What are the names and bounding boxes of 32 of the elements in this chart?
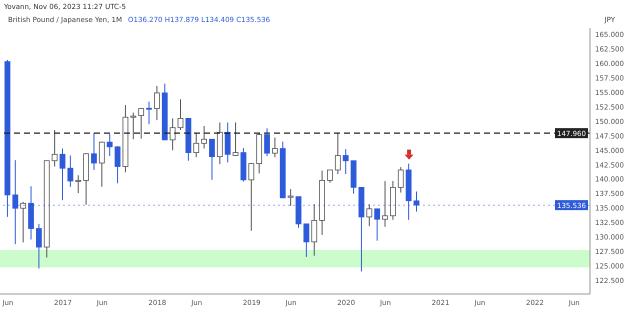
candlestick: [91, 132, 97, 170]
candlestick: [272, 137, 278, 158]
candlestick: [36, 223, 42, 269]
candlestick: [114, 146, 120, 184]
candlestick: [154, 85, 160, 121]
candlestick: [201, 125, 207, 150]
candlestick: [98, 141, 105, 188]
candlestick: [178, 98, 184, 130]
candlestick: [232, 122, 238, 157]
candlestick: [303, 223, 310, 258]
candlestick: [398, 166, 404, 194]
candlestick: [342, 148, 349, 175]
candlestick: [75, 174, 82, 194]
candlestick: [60, 148, 66, 201]
candlestick: [209, 138, 215, 180]
candlestick: [248, 162, 254, 232]
candlestick: [146, 101, 152, 125]
candlestick: [20, 201, 26, 243]
candlestick: [327, 169, 333, 184]
candlestick: [288, 188, 294, 206]
candlestick: [366, 204, 372, 227]
candlestick: [311, 204, 318, 256]
candlestick: [138, 107, 144, 140]
candlestick: [264, 128, 270, 157]
candlestick: [52, 129, 58, 168]
candlestick: [130, 112, 136, 140]
candlestick: [67, 154, 74, 188]
candlestick: [170, 118, 176, 151]
candlestick: [374, 208, 380, 242]
candlestick: [382, 180, 388, 228]
candlestick: [334, 132, 341, 175]
candlestick: [193, 132, 200, 158]
